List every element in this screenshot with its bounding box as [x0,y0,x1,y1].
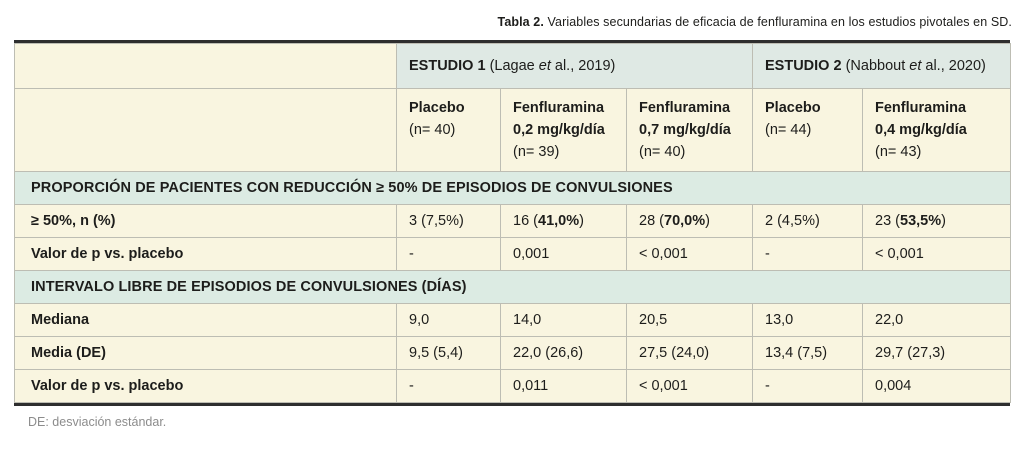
arm-header-row: Placebo (n= 40) Fenfluramina 0,2 mg/kg/d… [14,87,1012,173]
value-cell: 9,0 [396,303,501,338]
table-row: Media (DE) 9,5 (5,4) 22,0 (26,6) 27,5 (24,0… [14,336,1012,371]
value-cell: - [752,237,863,272]
section-row: INTERVALO LIBRE DE EPISODIOS DE CONVULSI… [13,270,1012,305]
study2-name: ESTUDIO 2 [765,58,842,74]
value-cell: 9,5 (5,4) [396,336,501,371]
table-caption-text: Variables secundarias de eficacia de fen… [543,15,1012,29]
footnote: DE: desviación estándar. [28,415,167,430]
study2-header: ESTUDIO 2 (Nabbout et al., 2020) [751,43,1012,89]
arm-header-fenfluramina-04: Fenfluramina 0,4 mg/kg/día (n= 43) [861,87,1012,173]
section-title: INTERVALO LIBRE DE EPISODIOS DE CONVULSI… [13,270,1012,305]
value-cell: 2 (4,5%) [752,204,863,239]
table-body: PROPORCIÓN DE PACIENTES CON REDUCCIÓN ≥ … [13,171,1012,404]
table-row: ≥ 50%, n (%) 3 (7,5%) 16 (41,0%) 28 (70,0%)… [14,204,1012,239]
row-label: ≥ 50%, n (%) [14,204,397,239]
corner-cell-bottom [14,87,397,173]
value-cell: 14,0 [500,303,627,338]
table-head: ESTUDIO 1 (Lagae et al., 2019) ESTUDIO 2… [14,43,1012,173]
value-cell: - [396,237,501,272]
section-title: PROPORCIÓN DE PACIENTES CON REDUCCIÓN ≥ … [13,171,1012,206]
row-label: Mediana [14,303,397,338]
value-cell: 23 (53,5%) [861,204,1012,239]
value-cell: 0,011 [500,369,627,404]
value-cell: 13,0 [752,303,863,338]
value-cell: 0,001 [500,237,627,272]
study2-ref: (Nabbout et al., 2020) [841,58,986,74]
value-cell: < 0,001 [626,369,753,404]
row-label: Valor de p vs. placebo [14,237,397,272]
efficacy-table: ESTUDIO 1 (Lagae et al., 2019) ESTUDIO 2… [13,43,1012,404]
value-cell: 28 (70,0%) [626,204,753,239]
value-cell: 13,4 (7,5) [752,336,863,371]
study1-ref: (Lagae et al., 2019) [485,58,616,74]
row-label: Valor de p vs. placebo [14,369,397,404]
value-cell: 0,004 [861,369,1012,404]
value-cell: - [752,369,863,404]
value-cell: 27,5 (24,0) [626,336,753,371]
value-cell: 3 (7,5%) [396,204,501,239]
table-row: Valor de p vs. placebo -0,011 < 0,001-0,00… [14,369,1012,404]
table-row: Mediana 9,0 14,0 20,5 13,0 22,0 [14,303,1012,338]
table-caption: Tabla 2. Variables secundarias de eficac… [0,15,1012,29]
arm-header-placebo-1: Placebo (n= 40) [396,87,501,173]
value-cell: < 0,001 [626,237,753,272]
study1-header: ESTUDIO 1 (Lagae et al., 2019) [396,43,753,89]
table-caption-label: Tabla 2. [497,15,544,29]
page: Tabla 2. Variables secundarias de eficac… [0,15,1024,429]
arm-header-fenfluramina-02: Fenfluramina 0,2 mg/kg/día (n= 39) [500,87,627,173]
table-wrap: ESTUDIO 1 (Lagae et al., 2019) ESTUDIO 2… [13,40,1012,407]
arm-header-fenfluramina-07: Fenfluramina 0,7 mg/kg/día (n= 40) [626,87,753,173]
value-cell: 20,5 [626,303,753,338]
arm-header-placebo-2: Placebo (n= 44) [752,87,863,173]
value-cell: - [396,369,501,404]
study-header-row: ESTUDIO 1 (Lagae et al., 2019) ESTUDIO 2… [14,43,1012,89]
section-row: PROPORCIÓN DE PACIENTES CON REDUCCIÓN ≥ … [13,171,1012,206]
corner-cell-top [14,43,397,89]
value-cell: 22,0 (26,6) [500,336,627,371]
table-row: Valor de p vs. placebo -0,001 < 0,001- < 0,… [14,237,1012,272]
row-label: Media (DE) [14,336,397,371]
value-cell: 16 (41,0%) [500,204,627,239]
value-cell: 22,0 [861,303,1012,338]
value-cell: < 0,001 [861,237,1012,272]
value-cell: 29,7 (27,3) [861,336,1012,371]
study1-name: ESTUDIO 1 [409,58,486,74]
